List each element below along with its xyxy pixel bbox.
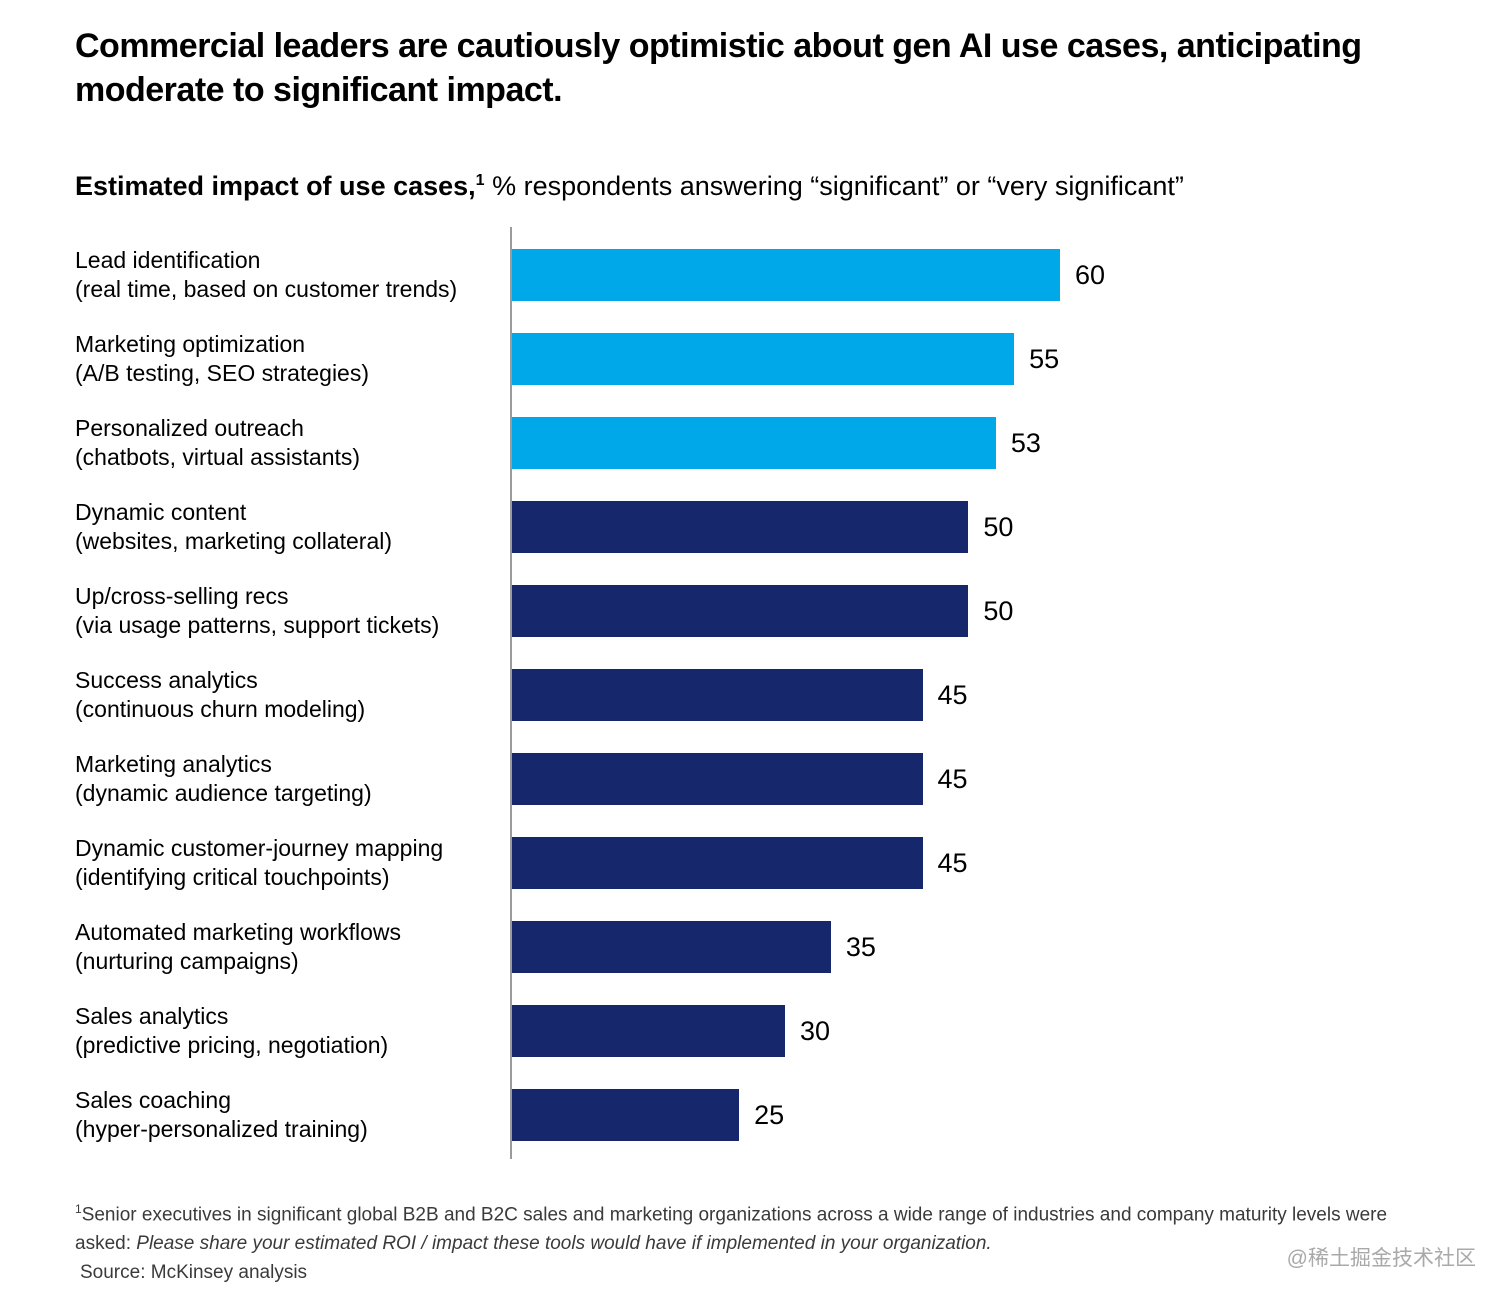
bar-label-line2: (via usage patterns, support tickets) bbox=[75, 612, 440, 638]
bar-value: 50 bbox=[983, 511, 1014, 542]
footnote-italic-question: Please share your estimated ROI / impact… bbox=[136, 1233, 992, 1255]
chart-row: Dynamic customer-journey mapping (identi… bbox=[75, 821, 1440, 905]
bar-label: Sales coaching (hyper-personalized train… bbox=[75, 1086, 510, 1144]
page-title: Commercial leaders are cautiously optimi… bbox=[75, 27, 1362, 109]
bar-label: Up/cross-selling recs (via usage pattern… bbox=[75, 582, 510, 640]
bar bbox=[510, 585, 969, 637]
bar-label: Personalized outreach (chatbots, virtual… bbox=[75, 414, 510, 472]
bar-value: 25 bbox=[754, 1099, 785, 1130]
chart-row: Personalized outreach (chatbots, virtual… bbox=[75, 401, 1440, 485]
bar-value: 30 bbox=[800, 1015, 831, 1046]
chart-row: Sales coaching (hyper-personalized train… bbox=[75, 1073, 1440, 1157]
bar-label: Dynamic content (websites, marketing col… bbox=[75, 498, 510, 556]
chart-row: Up/cross-selling recs (via usage pattern… bbox=[75, 569, 1440, 653]
bar-value: 50 bbox=[983, 595, 1014, 626]
bar-label-line2: (A/B testing, SEO strategies) bbox=[75, 360, 370, 386]
bar-area: 25 bbox=[510, 1089, 1440, 1141]
bar-label-line2: (real time, based on customer trends) bbox=[75, 276, 458, 302]
chart-subtitle-bold: Estimated impact of use cases, bbox=[75, 171, 476, 201]
bar-area: 45 bbox=[510, 753, 1440, 805]
bar-label-line2: (dynamic audience targeting) bbox=[75, 780, 372, 806]
bar-label: Automated marketing workflows (nurturing… bbox=[75, 918, 510, 976]
bar bbox=[510, 1005, 785, 1057]
axis-line bbox=[510, 227, 512, 1159]
bar-label-line2: (websites, marketing collateral) bbox=[75, 528, 393, 554]
bar-label-line2: (nurturing campaigns) bbox=[75, 948, 299, 974]
bar-label-line1: Up/cross-selling recs bbox=[75, 583, 289, 609]
bar-label: Dynamic customer-journey mapping (identi… bbox=[75, 834, 510, 892]
bar-label-line2: (continuous churn modeling) bbox=[75, 696, 366, 722]
bar-label-line2: (hyper-personalized training) bbox=[75, 1116, 368, 1142]
chart-subtitle-superscript: 1 bbox=[475, 172, 485, 189]
footnote-text: Senior executives in significant global … bbox=[75, 1204, 1388, 1255]
bar-value: 45 bbox=[937, 763, 968, 794]
bar bbox=[510, 501, 969, 553]
bar-area: 35 bbox=[510, 921, 1440, 973]
chart-subtitle-rest: % respondents answering “significant” or… bbox=[484, 171, 1184, 201]
bar-area: 55 bbox=[510, 333, 1440, 385]
bar bbox=[510, 1089, 740, 1141]
chart-row: Marketing optimization (A/B testing, SEO… bbox=[75, 317, 1440, 401]
chart-rows: Lead identification (real time, based on… bbox=[75, 233, 1440, 1157]
bar-value: 35 bbox=[845, 931, 876, 962]
bar-label: Lead identification (real time, based on… bbox=[75, 246, 510, 304]
bar-label-line1: Dynamic content bbox=[75, 499, 247, 525]
bar bbox=[510, 669, 923, 721]
bar-label-line1: Automated marketing workflows bbox=[75, 919, 401, 945]
bar-label: Success analytics (continuous churn mode… bbox=[75, 666, 510, 724]
footnote-superscript: 1 bbox=[75, 1202, 82, 1216]
source-line: Source: McKinsey analysis bbox=[80, 1262, 308, 1284]
bar-label: Marketing optimization (A/B testing, SEO… bbox=[75, 330, 510, 388]
bar-label: Marketing analytics (dynamic audience ta… bbox=[75, 750, 510, 808]
bar-label-line1: Dynamic customer-journey mapping bbox=[75, 835, 444, 861]
bar-value: 45 bbox=[937, 679, 968, 710]
bar-area: 50 bbox=[510, 501, 1440, 553]
bar-label-line2: (identifying critical touchpoints) bbox=[75, 864, 390, 890]
bar-label-line1: Marketing analytics bbox=[75, 751, 272, 777]
chart-row: Lead identification (real time, based on… bbox=[75, 233, 1440, 317]
bar-label-line2: (predictive pricing, negotiation) bbox=[75, 1032, 389, 1058]
bar-label-line2: (chatbots, virtual assistants) bbox=[75, 444, 361, 470]
bar-area: 53 bbox=[510, 417, 1440, 469]
bar-label: Sales analytics (predictive pricing, neg… bbox=[75, 1002, 510, 1060]
bar-label-line1: Lead identification bbox=[75, 247, 261, 273]
bar-label-line1: Sales analytics bbox=[75, 1003, 229, 1029]
bar bbox=[510, 417, 996, 469]
bar bbox=[510, 333, 1015, 385]
footnote: 1Senior executives in significant global… bbox=[75, 1195, 1425, 1258]
bar-value: 55 bbox=[1029, 343, 1060, 374]
chart-row: Success analytics (continuous churn mode… bbox=[75, 653, 1440, 737]
bar-area: 45 bbox=[510, 837, 1440, 889]
chart-row: Automated marketing workflows (nurturing… bbox=[75, 905, 1440, 989]
chart-row: Sales analytics (predictive pricing, neg… bbox=[75, 989, 1440, 1073]
bar-label-line1: Marketing optimization bbox=[75, 331, 306, 357]
bar-area: 30 bbox=[510, 1005, 1440, 1057]
bar-area: 45 bbox=[510, 669, 1440, 721]
chart-row: Marketing analytics (dynamic audience ta… bbox=[75, 737, 1440, 821]
bar-area: 60 bbox=[510, 249, 1440, 301]
bar bbox=[510, 921, 831, 973]
bar-label-line1: Sales coaching bbox=[75, 1087, 231, 1113]
bar-label-line1: Success analytics bbox=[75, 667, 258, 693]
watermark: @稀土掘金技术社区 bbox=[1286, 1247, 1476, 1270]
bar-chart: Lead identification (real time, based on… bbox=[75, 227, 1440, 1159]
bar-value: 45 bbox=[937, 847, 968, 878]
bar bbox=[510, 837, 923, 889]
chart-subtitle: Estimated impact of use cases,1 % respon… bbox=[75, 164, 1440, 203]
bar bbox=[510, 753, 923, 805]
bar-label-line1: Personalized outreach bbox=[75, 415, 304, 441]
chart-row: Dynamic content (websites, marketing col… bbox=[75, 485, 1440, 569]
bar bbox=[510, 249, 1060, 301]
bar-area: 50 bbox=[510, 585, 1440, 637]
bar-value: 53 bbox=[1010, 427, 1041, 458]
bar-value: 60 bbox=[1075, 259, 1106, 290]
